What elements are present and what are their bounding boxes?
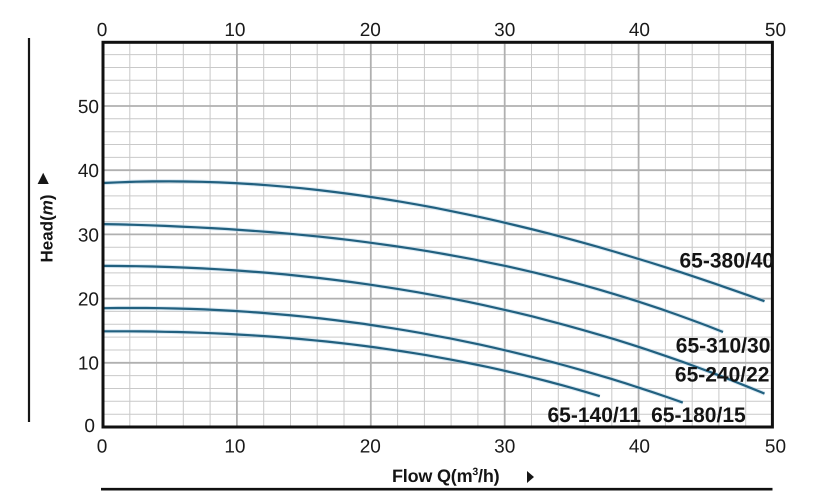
svg-text:0: 0	[97, 20, 108, 41]
svg-text:30: 30	[78, 225, 99, 246]
svg-text:20: 20	[360, 20, 381, 41]
svg-text:0: 0	[97, 436, 108, 457]
svg-text:65-310/30: 65-310/30	[676, 334, 771, 357]
svg-text:10: 10	[224, 20, 245, 41]
svg-text:20: 20	[78, 290, 99, 311]
svg-text:30: 30	[494, 20, 515, 41]
svg-text:50: 50	[765, 20, 786, 41]
svg-text:65-140/11: 65-140/11	[548, 404, 642, 427]
svg-text:65-240/22: 65-240/22	[675, 364, 770, 387]
svg-text:0: 0	[84, 416, 95, 437]
svg-text:40: 40	[78, 161, 99, 182]
svg-text:65-380/40: 65-380/40	[680, 250, 775, 273]
svg-text:40: 40	[629, 20, 650, 41]
svg-text:40: 40	[629, 436, 650, 457]
svg-text:65-180/15: 65-180/15	[651, 404, 746, 427]
svg-text:10: 10	[224, 436, 245, 457]
svg-text:50: 50	[78, 97, 99, 118]
svg-text:Flow Q(m3/h): Flow Q(m3/h)	[392, 466, 500, 486]
svg-text:Head(m): Head(m)	[38, 194, 57, 262]
svg-text:10: 10	[78, 354, 99, 375]
svg-text:20: 20	[360, 436, 381, 457]
svg-text:50: 50	[765, 436, 786, 457]
svg-text:30: 30	[494, 436, 515, 457]
